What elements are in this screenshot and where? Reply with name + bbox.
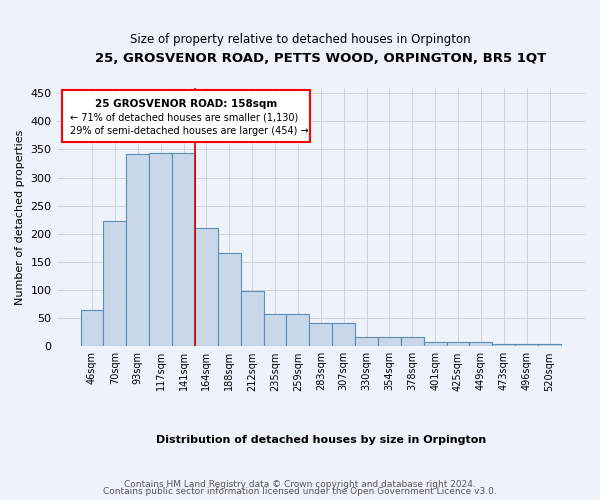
Bar <box>469 342 493 346</box>
Bar <box>149 153 172 346</box>
Text: 29% of semi-detached houses are larger (454) →: 29% of semi-detached houses are larger (… <box>70 126 308 136</box>
Bar <box>241 290 263 346</box>
Text: Contains public sector information licensed under the Open Government Licence v3: Contains public sector information licen… <box>103 487 497 496</box>
FancyBboxPatch shape <box>62 90 310 142</box>
Bar <box>378 337 401 346</box>
Bar <box>103 222 127 346</box>
Bar <box>493 344 515 346</box>
Bar <box>263 314 286 346</box>
Bar <box>80 310 103 346</box>
Text: Contains HM Land Registry data © Crown copyright and database right 2024.: Contains HM Land Registry data © Crown c… <box>124 480 476 489</box>
Bar <box>310 322 332 346</box>
Bar <box>195 228 218 346</box>
Bar <box>172 153 195 346</box>
Bar <box>355 337 378 346</box>
Bar <box>538 344 561 346</box>
Bar <box>127 154 149 346</box>
Bar <box>332 322 355 346</box>
Bar <box>286 314 310 346</box>
Bar <box>401 337 424 346</box>
X-axis label: Distribution of detached houses by size in Orpington: Distribution of detached houses by size … <box>155 435 486 445</box>
Bar <box>515 344 538 346</box>
Text: ← 71% of detached houses are smaller (1,130): ← 71% of detached houses are smaller (1,… <box>70 112 298 122</box>
Text: 25 GROSVENOR ROAD: 158sqm: 25 GROSVENOR ROAD: 158sqm <box>95 99 277 109</box>
Bar <box>218 254 241 346</box>
Bar <box>424 342 446 346</box>
Title: 25, GROSVENOR ROAD, PETTS WOOD, ORPINGTON, BR5 1QT: 25, GROSVENOR ROAD, PETTS WOOD, ORPINGTO… <box>95 52 547 66</box>
Bar <box>446 342 469 346</box>
Text: Size of property relative to detached houses in Orpington: Size of property relative to detached ho… <box>130 32 470 46</box>
Y-axis label: Number of detached properties: Number of detached properties <box>15 129 25 304</box>
